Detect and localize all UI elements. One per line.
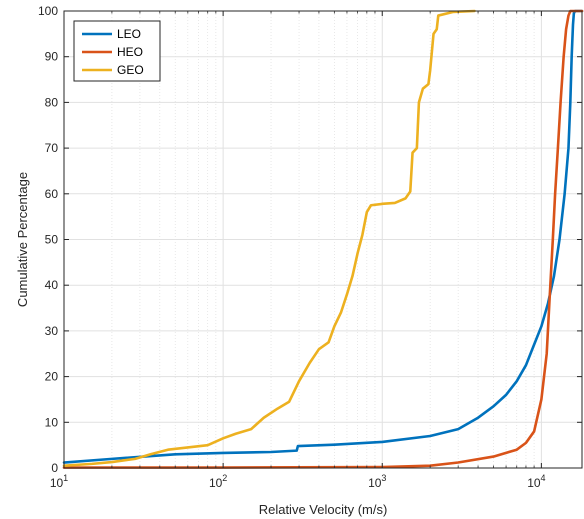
axis-ticks (63, 10, 582, 469)
y-tick-label: 30 (45, 324, 59, 338)
x-tick-label: 104 (527, 473, 545, 490)
x-tick-labels: 101 102 103 104 (50, 473, 546, 490)
y-tick-label: 0 (51, 461, 58, 475)
y-tick-label: 80 (45, 95, 59, 109)
y-tick-label: 50 (45, 233, 59, 247)
series-line-geo (62, 9, 476, 468)
x-tick-label: 101 (50, 473, 68, 490)
legend-label-heo: HEO (117, 45, 143, 59)
series-layer (62, 9, 584, 469)
legend-label-geo: GEO (117, 63, 144, 77)
y-tick-label: 70 (45, 141, 59, 155)
series-line-leo (62, 9, 584, 464)
series-line-heo (62, 9, 584, 469)
legend: LEO HEO GEO (73, 20, 161, 82)
y-tick-label: 20 (45, 370, 59, 384)
y-tick-label: 90 (45, 50, 59, 64)
y-tick-label: 40 (45, 278, 59, 292)
x-tick-label: 102 (209, 473, 227, 490)
y-tick-label: 100 (38, 4, 58, 18)
y-tick-labels: 0 10 20 30 40 50 60 70 80 90 100 (38, 4, 58, 475)
y-axis-title: Cumulative Percentage (15, 172, 30, 307)
x-axis-title: Relative Velocity (m/s) (259, 502, 388, 517)
x-tick-label: 103 (368, 473, 386, 490)
y-tick-label: 60 (45, 187, 59, 201)
legend-label-leo: LEO (117, 27, 141, 41)
y-tick-label: 10 (45, 415, 59, 429)
